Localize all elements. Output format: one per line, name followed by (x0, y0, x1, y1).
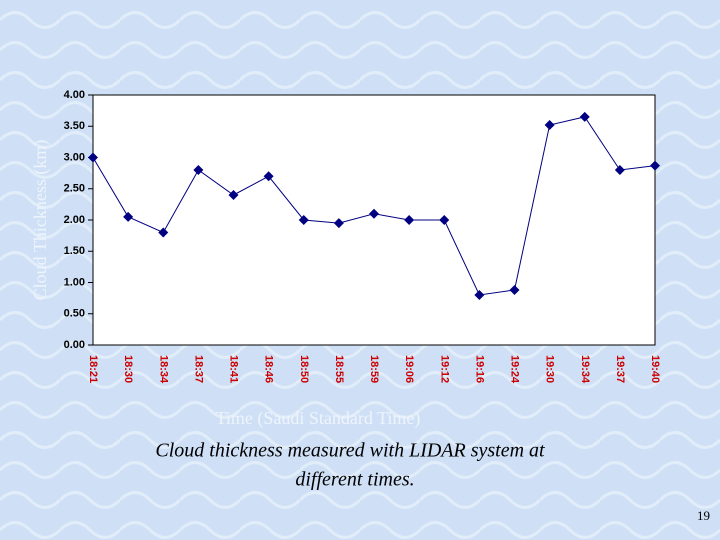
x-tick-label: 19:37 (614, 355, 626, 383)
y-tick-label: 0.00 (64, 339, 85, 351)
data-point (158, 227, 169, 238)
y-tick-label: 2.50 (64, 183, 85, 195)
x-tick-label: 18:46 (263, 355, 275, 383)
data-point (579, 111, 590, 122)
y-tick-label: 1.00 (64, 276, 85, 288)
x-tick-label: 19:40 (649, 355, 661, 383)
x-tick-label: 18:50 (298, 355, 310, 383)
data-point (123, 211, 134, 222)
data-point (228, 190, 239, 200)
data-point (614, 165, 625, 175)
page-number: 19 (697, 508, 710, 523)
x-tick-label: 18:41 (228, 355, 240, 383)
y-tick-label: 3.50 (64, 120, 85, 132)
x-axis-title: Time (Saudi Standard Time) (216, 408, 421, 429)
caption-line: different times. (295, 469, 414, 491)
x-tick-label: 18:30 (122, 355, 134, 383)
y-tick-label: 0.50 (64, 308, 85, 320)
plot-area (92, 94, 656, 346)
data-point (333, 218, 344, 229)
x-tick-label: 19:24 (509, 355, 521, 384)
y-tick-label: 2.00 (64, 214, 85, 226)
x-tick-label: 18:59 (368, 355, 380, 383)
x-tick-label: 19:34 (579, 355, 591, 384)
x-tick-label: 18:37 (192, 355, 204, 383)
x-tick-label: 18:21 (87, 355, 99, 383)
x-tick-label: 19:16 (473, 355, 485, 383)
x-tick-label: 18:34 (157, 355, 169, 384)
data-point (369, 208, 379, 219)
y-tick-label: 3.00 (64, 151, 85, 163)
data-point (263, 171, 274, 182)
data-point (474, 290, 485, 300)
data-point (193, 165, 204, 175)
caption-line: Cloud thickness measured with LIDAR syst… (155, 440, 545, 462)
x-tick-label: 19:30 (544, 355, 556, 383)
x-tick-label: 19:12 (438, 355, 450, 383)
data-point (404, 215, 415, 225)
x-tick-label: 18:55 (333, 355, 345, 383)
x-tick-label: 19:06 (403, 355, 415, 383)
y-tick-label: 4.00 (64, 89, 85, 101)
data-point (439, 215, 450, 225)
y-tick-label: 1.50 (64, 245, 85, 257)
y-axis-title: Cloud Thickness (km) (30, 140, 51, 301)
data-point (509, 285, 520, 295)
data-point (88, 152, 98, 163)
data-point (298, 215, 309, 225)
data-point (650, 160, 660, 171)
data-point (544, 120, 555, 130)
